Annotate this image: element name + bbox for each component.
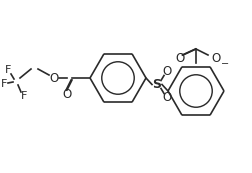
- Text: F: F: [5, 65, 11, 75]
- Text: O: O: [62, 88, 71, 101]
- Text: F: F: [21, 91, 27, 101]
- Text: O: O: [210, 52, 220, 66]
- Text: O: O: [49, 71, 58, 84]
- Text: O: O: [162, 91, 171, 104]
- Text: F: F: [1, 79, 7, 89]
- Text: O: O: [175, 52, 184, 66]
- Text: −: −: [220, 59, 228, 69]
- Text: O: O: [162, 65, 171, 78]
- Text: S: S: [152, 78, 161, 91]
